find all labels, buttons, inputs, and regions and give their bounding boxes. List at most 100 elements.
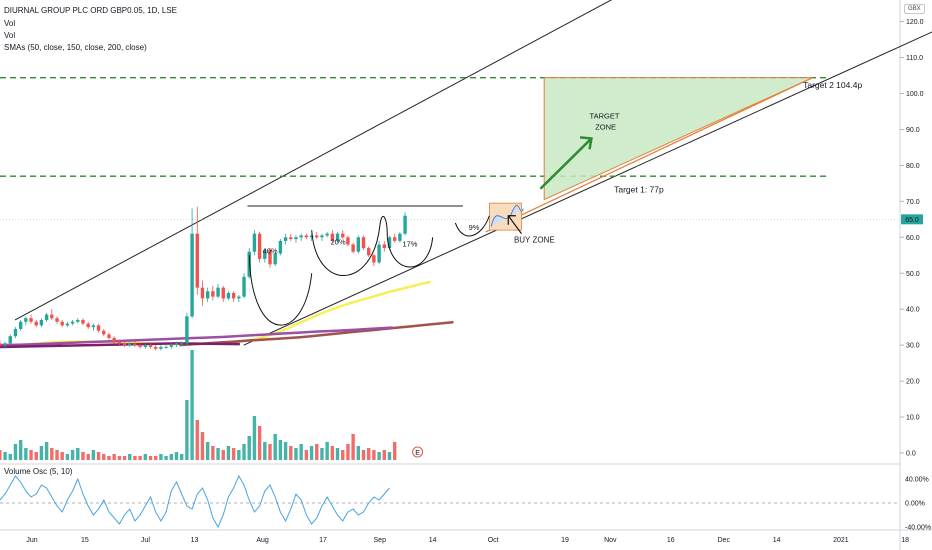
currency-badge[interactable]: GBX <box>904 4 925 14</box>
candle-body <box>8 336 12 344</box>
pct9-label: 9% <box>469 223 480 232</box>
time-tick-label: Nov <box>604 537 617 544</box>
candle-body <box>169 345 174 347</box>
price-tick-label: 110.0 <box>906 55 923 62</box>
time-tick-label: 13 <box>191 537 199 544</box>
chart-title: DIURNAL GROUP PLC ORD GBP0.05, 1D, LSE <box>4 6 177 15</box>
candle-body <box>335 233 340 241</box>
volume-bar <box>102 454 106 460</box>
candle-body <box>200 287 205 299</box>
volume-bar <box>304 450 309 460</box>
candle-body <box>392 237 397 241</box>
candle-body <box>387 237 392 249</box>
volume-bar <box>76 448 80 460</box>
volume-bar <box>86 454 90 460</box>
volume-bar <box>216 448 220 460</box>
osc-tick-label: -40.00% <box>905 525 931 532</box>
candle-body <box>195 233 199 288</box>
candle-body <box>102 330 106 335</box>
candle-body <box>39 319 44 326</box>
volume-legend-2: Vol <box>4 31 16 40</box>
volume-bar <box>205 442 210 460</box>
sma150-line <box>179 320 454 347</box>
volume-bar <box>3 452 7 460</box>
volume-bar <box>320 448 324 460</box>
volume-bar <box>361 450 366 460</box>
volume-bar <box>164 456 168 460</box>
candle-body <box>278 240 283 254</box>
time-tick-label: 17 <box>319 537 327 544</box>
volume-bar <box>257 426 262 460</box>
price-tick-label: 70.0 <box>906 199 920 206</box>
candle-body <box>273 253 277 265</box>
earnings-marker <box>412 446 424 458</box>
volume-bar <box>39 446 44 460</box>
sma-legend: SMAs (50, close, 150, close, 200, close) <box>4 43 147 52</box>
candle-body <box>13 328 18 337</box>
last-price-badge <box>901 214 923 225</box>
candle-body <box>283 237 288 241</box>
candle-body <box>148 345 153 347</box>
volume-bar <box>315 444 319 460</box>
candle-body <box>304 235 309 238</box>
volume-bar <box>247 436 251 460</box>
candle-body <box>3 343 7 346</box>
volume-bar <box>117 456 122 460</box>
volume-bar <box>138 456 142 460</box>
candle-body <box>190 233 194 317</box>
volume-bar <box>50 448 54 460</box>
candle-body <box>351 244 355 252</box>
candle-body <box>346 237 350 245</box>
target-trend-line <box>485 77 813 233</box>
price-tick-label: 20.0 <box>906 379 920 386</box>
volume-bar <box>367 448 371 460</box>
time-tick-label: Dec <box>718 537 731 544</box>
volume-bar <box>273 434 277 460</box>
candle-body <box>185 316 189 344</box>
volume-bar <box>91 450 96 460</box>
candle-body <box>50 314 54 319</box>
volume-bar <box>242 444 246 460</box>
candle-body <box>81 319 85 324</box>
price-tick-label: 30.0 <box>906 343 920 350</box>
candle-body <box>0 343 2 346</box>
volume-bar <box>382 450 386 460</box>
time-tick-label: Jun <box>26 537 37 544</box>
cup-pattern-3 <box>386 237 434 268</box>
volume-bar <box>289 446 293 460</box>
volume-bar <box>169 454 174 460</box>
sma200-line <box>0 326 393 347</box>
volume-bar <box>179 454 184 460</box>
candle-body <box>382 244 386 249</box>
volume-bar <box>65 454 70 460</box>
volume-bar <box>34 452 38 460</box>
volume-bar <box>309 446 314 460</box>
candle-body <box>315 235 319 238</box>
volume-bar <box>200 432 205 460</box>
candle-body <box>179 343 184 345</box>
candle-body <box>211 291 215 297</box>
volume-bar <box>70 450 75 460</box>
candle-body <box>226 293 231 299</box>
time-tick-label: Aug <box>256 537 269 544</box>
volume-bar <box>335 448 340 460</box>
target-arrow <box>539 137 593 190</box>
candle-body <box>221 287 225 299</box>
volume-bar <box>190 350 194 460</box>
time-tick-label: 15 <box>81 537 89 544</box>
buy-zone-arrow <box>507 215 522 235</box>
volume-bar <box>133 456 137 460</box>
candle-body <box>242 276 246 297</box>
last-price-label: 65.0 <box>905 217 919 224</box>
candle-body <box>112 337 116 342</box>
candle-body <box>356 237 361 252</box>
volume-bar <box>174 452 179 460</box>
price-tick-label: 60.0 <box>906 235 920 242</box>
candle-body <box>55 318 59 322</box>
osc-tick-label: 40.00% <box>905 477 929 484</box>
volume-bar <box>268 444 272 460</box>
candle-body <box>122 343 127 346</box>
volume-bar <box>231 448 236 460</box>
volume-bar <box>29 450 33 460</box>
